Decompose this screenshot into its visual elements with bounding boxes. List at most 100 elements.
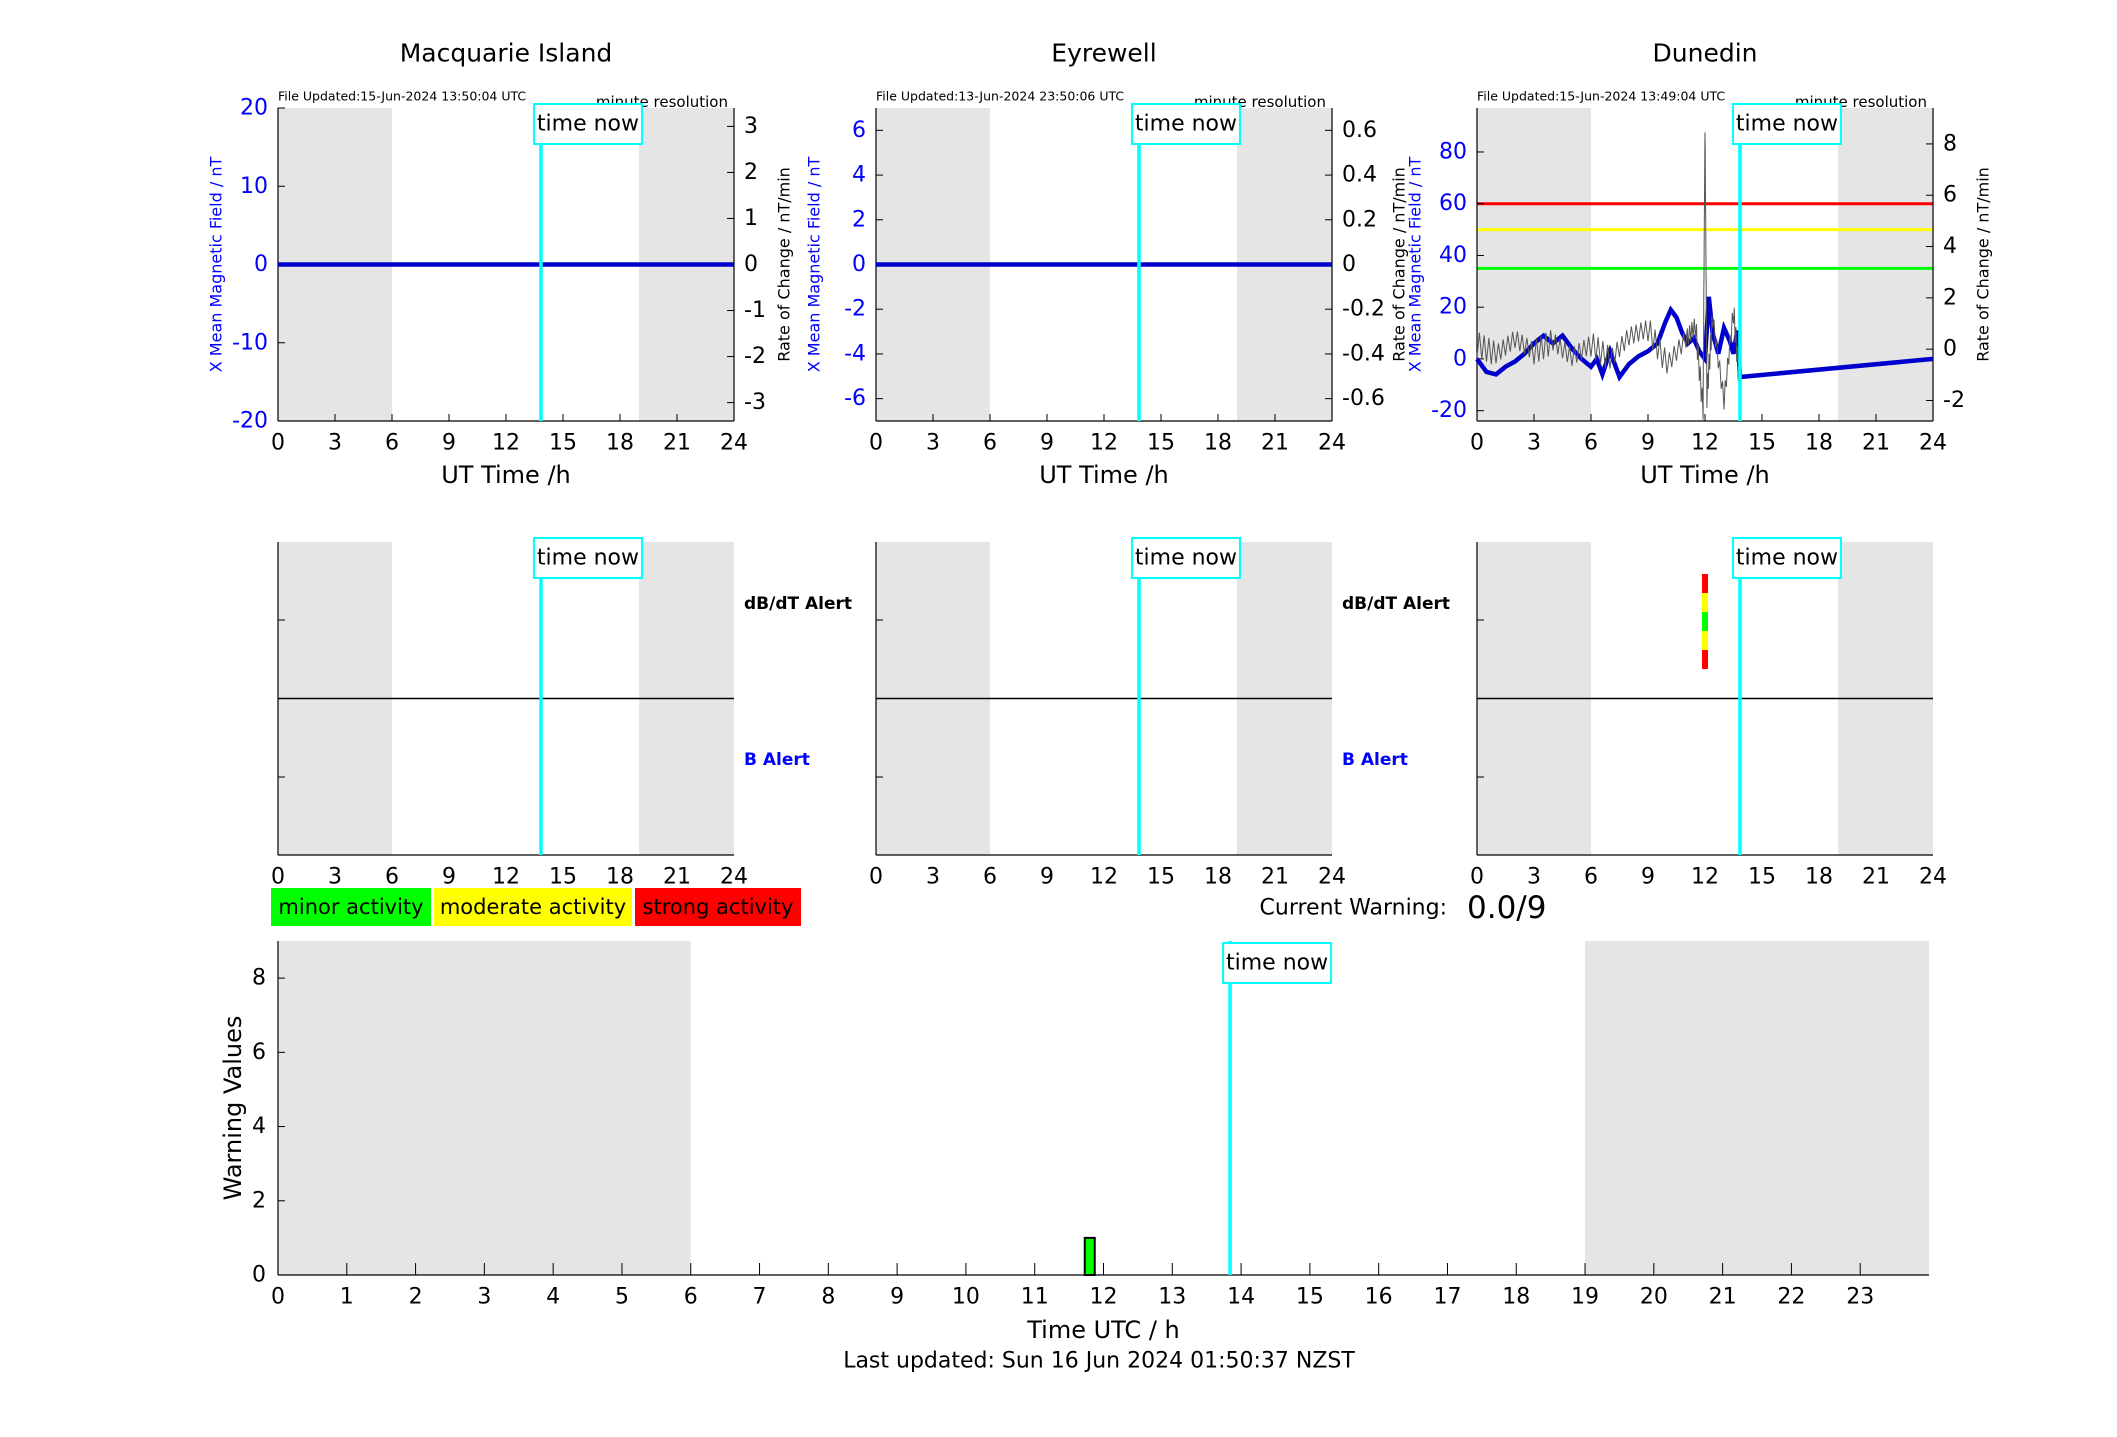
activity-legend: minor activity moderate activity strong ac…	[271, 888, 801, 926]
x-tick-label: 21	[663, 431, 691, 456]
time-now-marker-label: time now	[1226, 951, 1328, 976]
x-tick-label: 18	[1805, 865, 1833, 890]
right-tick-label: -2	[1943, 388, 1965, 413]
y-tick-label: 2	[252, 1188, 266, 1213]
right-tick-label: 0	[744, 252, 758, 277]
x-tick-label: 0	[271, 865, 285, 890]
last-updated-text: Last updated: Sun 16 Jun 2024 01:50:37 N…	[843, 1349, 1355, 1374]
left-tick-label: -6	[844, 386, 866, 411]
x-tick-label: 0	[869, 431, 883, 456]
charts-layer: Macquarie Island File Updated:15-Jun-2024…	[207, 39, 1993, 1374]
x-tick-label: 21	[1709, 1285, 1737, 1310]
time-now-marker-label: time now	[537, 112, 639, 137]
x-tick-label: 4	[546, 1285, 560, 1310]
y-tick-label: 6	[252, 1040, 266, 1065]
left-tick-label: 40	[1439, 243, 1467, 268]
x-tick-label: 24	[1919, 431, 1947, 456]
station-panel-1: Eyrewell File Updated:13-Jun-2024 23:50:0…	[805, 39, 1385, 490]
right-tick-label: 6	[1943, 183, 1957, 208]
left-axis-label: X Mean Magnetic Field / nT	[207, 157, 226, 373]
right-tick-label: 8	[1943, 131, 1957, 156]
x-tick-label: 18	[1805, 431, 1833, 456]
x-tick-label: 18	[606, 431, 634, 456]
x-tick-label: 3	[926, 431, 940, 456]
b-alert-label: B Alert	[1342, 750, 1408, 770]
warning-values-chart: 0 1 2 3 4 5 6 7 8 9 10 11 12 13 14 15 16 17 18 19 20 21 22 2302…	[219, 941, 1929, 1344]
y-tick-label: 4	[252, 1114, 266, 1139]
right-tick-label: -0.6	[1342, 386, 1385, 411]
x-tick-label: 6	[1584, 431, 1598, 456]
station-title: Dunedin	[1653, 39, 1758, 68]
x-tick-label: 6	[983, 431, 997, 456]
x-axis-label: Time UTC / h	[1026, 1316, 1180, 1344]
y-tick-label: 0	[252, 1263, 266, 1288]
x-tick-label: 9	[1040, 431, 1054, 456]
x-axis-label: UT Time /h	[1039, 461, 1169, 489]
x-tick-label: 3	[1527, 431, 1541, 456]
file-updated-text: File Updated:13-Jun-2024 23:50:06 UTC	[876, 89, 1124, 104]
alert-segment	[1702, 650, 1708, 669]
night-shade	[1585, 941, 1929, 1275]
left-axis-label: X Mean Magnetic Field / nT	[1406, 157, 1425, 373]
x-tick-label: 12	[1090, 865, 1118, 890]
left-tick-label: 4	[852, 163, 866, 188]
magnetometer-dashboard: Macquarie IslandFile Updated:15-Jun-2024…	[0, 0, 2117, 1437]
x-tick-label: 21	[1261, 865, 1289, 890]
x-tick-label: 3	[328, 865, 342, 890]
left-axis-label: X Mean Magnetic Field / nT	[805, 157, 824, 373]
x-tick-label: 3	[1527, 865, 1541, 890]
right-tick-label: 0	[1342, 252, 1356, 277]
left-tick-label: 20	[1439, 295, 1467, 320]
right-tick-label: 0	[1943, 337, 1957, 362]
x-tick-label: 0	[1470, 431, 1484, 456]
station-panel-0: Macquarie IslandFile Updated:15-Jun-2024…	[207, 39, 794, 490]
x-tick-label: 6	[385, 865, 399, 890]
x-tick-label: 3	[477, 1285, 491, 1310]
current-warning-label: Current Warning:	[1260, 896, 1447, 921]
right-tick-label: -3	[744, 390, 766, 415]
x-tick-label: 8	[821, 1285, 835, 1310]
x-tick-label: 13	[1158, 1285, 1186, 1310]
night-shade	[1838, 108, 1933, 421]
b-alert-label: B Alert	[744, 750, 810, 770]
alert-panel-1: 0 3 6 9 12 15 18 21 24dB/dT AlertB Alerttime now	[869, 538, 1450, 890]
file-updated-text: File Updated:15-Jun-2024 13:50:04 UTC	[278, 89, 526, 104]
x-tick-label: 12	[492, 865, 520, 890]
alert-segment	[1702, 574, 1708, 593]
current-warning-value: 0.0/9	[1467, 890, 1546, 926]
alert-panel-2: 0 3 6 9 12 15 18 21 24time now	[1470, 538, 1947, 890]
x-tick-label: 9	[442, 431, 456, 456]
right-tick-label: 0.4	[1342, 163, 1377, 188]
x-tick-label: 6	[983, 865, 997, 890]
x-tick-label: 15	[549, 865, 577, 890]
night-shade	[278, 941, 691, 1275]
x-tick-label: 18	[1204, 431, 1232, 456]
left-tick-label: 2	[852, 207, 866, 232]
left-tick-label: 20	[240, 96, 268, 121]
x-tick-label: 10	[952, 1285, 980, 1310]
x-tick-label: 18	[1502, 1285, 1530, 1310]
time-now-marker-label: time now	[1135, 112, 1237, 137]
x-tick-label: 17	[1433, 1285, 1461, 1310]
x-tick-label: 15	[1147, 865, 1175, 890]
warning-bar	[1085, 1238, 1095, 1275]
left-tick-label: -2	[844, 297, 866, 322]
x-tick-label: 12	[492, 431, 520, 456]
left-tick-label: -20	[232, 409, 268, 434]
right-axis-label: Rate of Change / nT/min	[775, 167, 794, 362]
x-tick-label: 12	[1691, 865, 1719, 890]
x-tick-label: 3	[328, 431, 342, 456]
x-axis-label: UT Time /h	[1640, 461, 1770, 489]
right-tick-label: -1	[744, 298, 766, 323]
station-title: Eyrewell	[1051, 39, 1156, 68]
x-tick-label: 24	[720, 865, 748, 890]
left-tick-label: 6	[852, 118, 866, 143]
x-tick-label: 0	[1470, 865, 1484, 890]
right-tick-label: 1	[744, 206, 758, 231]
right-tick-label: 0.2	[1342, 207, 1377, 232]
alert-segment	[1702, 631, 1708, 650]
right-tick-label: 3	[744, 114, 758, 139]
x-tick-label: 9	[890, 1285, 904, 1310]
right-tick-label: 4	[1943, 234, 1957, 259]
y-axis-label: Warning Values	[219, 1016, 247, 1201]
